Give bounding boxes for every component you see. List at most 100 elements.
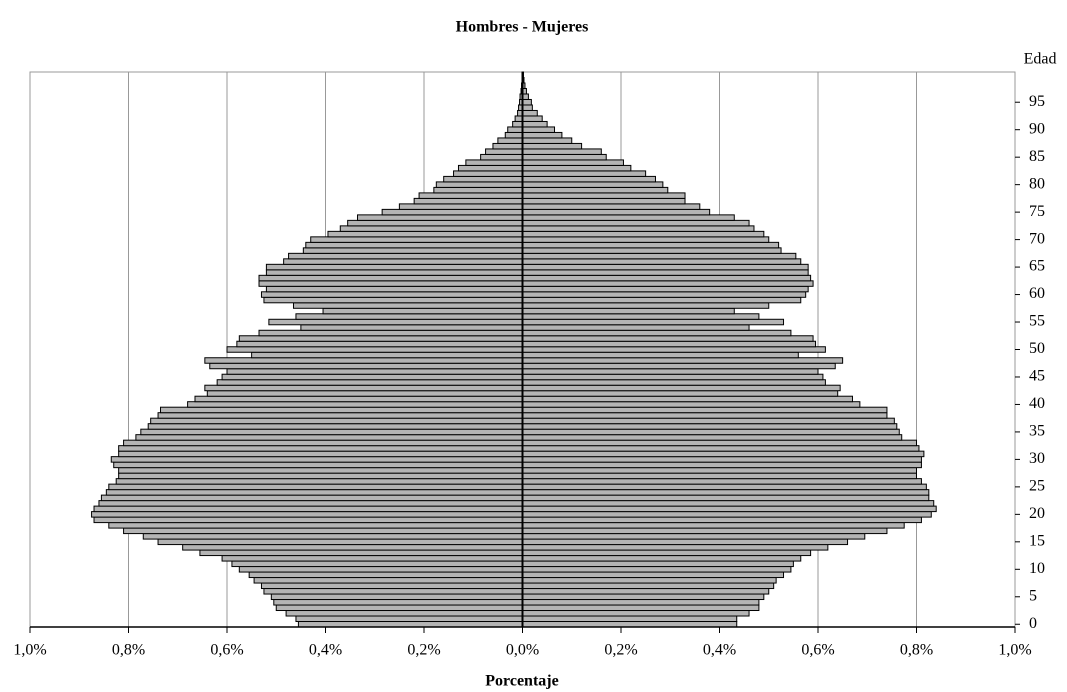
bar [465, 159, 523, 166]
bar [522, 329, 792, 337]
bar [522, 516, 922, 524]
bar [381, 208, 524, 216]
bar [268, 318, 523, 326]
bar [273, 599, 523, 606]
bar [260, 291, 523, 298]
bar [263, 588, 523, 595]
bar [522, 225, 755, 232]
y-tick-label: 25 [1029, 478, 1045, 495]
bar [522, 148, 602, 155]
y-tick-label: 20 [1029, 505, 1045, 522]
bar [522, 120, 548, 128]
chart-title: Hombres - Mujeres [456, 19, 589, 36]
bar [253, 577, 523, 584]
bar [221, 373, 523, 381]
bar [226, 346, 523, 353]
bar [522, 384, 841, 392]
bar [522, 203, 701, 210]
y-tick-label: 40 [1029, 395, 1045, 412]
bar [522, 252, 797, 260]
bar [231, 560, 524, 568]
y-tick-label: 45 [1029, 368, 1045, 385]
bar [187, 401, 523, 408]
bar [310, 236, 523, 243]
bar [522, 291, 807, 298]
bar [150, 417, 523, 425]
bar [522, 313, 760, 320]
x-tick-label: 0,6% [210, 642, 243, 659]
bar [522, 450, 925, 458]
bar [157, 538, 524, 546]
bar [221, 555, 523, 562]
bar [108, 483, 524, 491]
y-tick-label: 65 [1029, 258, 1045, 275]
bar [522, 406, 888, 414]
bar [123, 439, 523, 447]
bar [522, 555, 802, 562]
bar [398, 203, 523, 210]
bar [522, 511, 932, 518]
bar [226, 368, 523, 375]
bar [522, 522, 905, 529]
bar [160, 406, 523, 414]
bar [142, 533, 523, 540]
bar [339, 225, 523, 232]
bar [522, 126, 556, 133]
x-tick-label: 1,0% [998, 642, 1031, 659]
bar [522, 181, 664, 188]
bar [522, 417, 895, 425]
bar [347, 219, 523, 227]
bar [110, 456, 523, 463]
bar [507, 126, 524, 133]
y-tick-label: 50 [1029, 340, 1045, 357]
bar [118, 467, 524, 474]
bar [204, 357, 523, 364]
bar [522, 153, 607, 161]
bar [522, 500, 935, 507]
bar [91, 511, 523, 518]
y-tick-label: 10 [1029, 560, 1045, 577]
bar [522, 434, 903, 441]
bar [322, 307, 523, 315]
bar [522, 483, 927, 491]
bar [522, 164, 632, 172]
bar [283, 258, 524, 265]
bar [522, 104, 533, 111]
bar [522, 456, 922, 463]
bar [522, 599, 760, 606]
bar [236, 340, 523, 348]
bar [522, 412, 888, 419]
bar [522, 390, 839, 397]
bar [522, 566, 792, 573]
bar [238, 566, 523, 573]
bar [135, 434, 523, 441]
bar [522, 357, 844, 364]
bar [297, 621, 523, 628]
bar [140, 428, 523, 436]
bar [265, 263, 523, 271]
bar [93, 516, 524, 524]
bar [522, 445, 920, 452]
bar [522, 186, 669, 194]
bar [327, 230, 523, 238]
bar [504, 131, 524, 139]
bar [265, 285, 523, 293]
bar [418, 192, 524, 199]
bar [457, 164, 524, 172]
bar [433, 186, 524, 194]
bar [522, 571, 785, 579]
bar [522, 560, 794, 568]
bar [522, 461, 922, 469]
bar [522, 258, 802, 265]
bar [522, 494, 930, 502]
bar [113, 461, 523, 469]
bar [292, 302, 523, 309]
bar [295, 313, 524, 320]
y-tick-label: 35 [1029, 423, 1045, 440]
bar [522, 98, 532, 106]
bar [435, 181, 523, 188]
bar [209, 362, 523, 370]
bar [270, 593, 524, 601]
